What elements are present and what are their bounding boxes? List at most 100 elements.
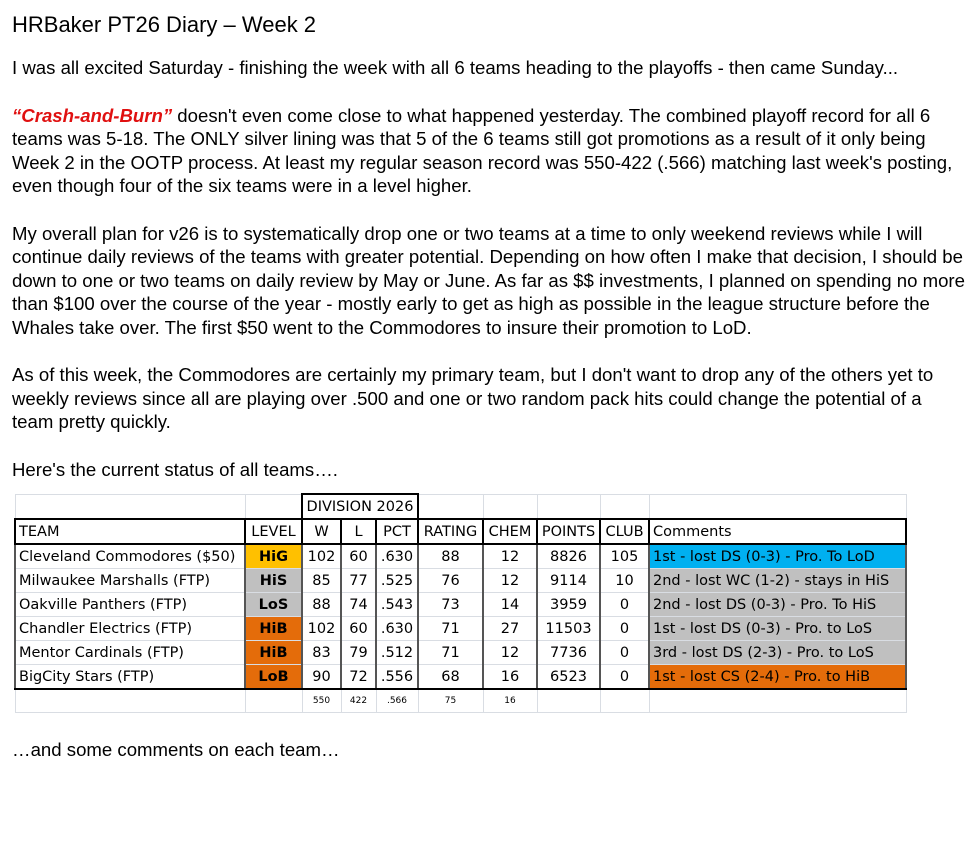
closing-text: …and some comments on each team…	[12, 739, 340, 760]
column-header: CHEM	[482, 518, 538, 545]
table-row: Chandler Electrics (FTP) HiB 102 60.630 71 27…	[14, 616, 907, 641]
paragraph-intro: I was all excited Saturday - finishing t…	[12, 57, 899, 78]
column-header: PCT	[375, 518, 419, 545]
cell-rating: 73	[417, 592, 484, 617]
cell-chem: 14	[482, 592, 538, 617]
total-w: 550	[301, 688, 342, 713]
paragraph-commodores: As of this week, the Commodores are cert…	[12, 364, 934, 432]
cell-l: 60	[340, 543, 377, 569]
paragraph-status-intro: Here's the current status of all teams….	[12, 458, 338, 480]
cell-club: 10	[599, 568, 650, 593]
cell-comment: 2nd - lost DS (0-3) - Pro. To HiS	[648, 592, 907, 617]
cell-team: Mentor Cardinals (FTP)	[14, 640, 246, 665]
cell-chem: 27	[482, 616, 538, 641]
column-header: CLUB	[599, 518, 650, 545]
totals-row: 550 422.566 75 16	[14, 688, 907, 713]
cell-points: 3959	[536, 592, 601, 617]
cell-level: HiS	[244, 568, 303, 593]
cell-team: Chandler Electrics (FTP)	[14, 616, 246, 641]
cell-pct: .630	[375, 543, 419, 569]
cell-team: BigCity Stars (FTP)	[14, 664, 246, 690]
cell-l: 60	[340, 616, 377, 641]
cell-w: 88	[301, 592, 342, 617]
cell-team: Cleveland Commodores ($50)	[14, 543, 246, 569]
column-header: L	[340, 518, 377, 545]
column-header: TEAM	[14, 518, 246, 545]
cell-w: 102	[301, 616, 342, 641]
cell-pct: .512	[375, 640, 419, 665]
cell-chem: 12	[482, 568, 538, 593]
cell-pct: .630	[375, 616, 419, 641]
total-l: 422	[340, 688, 377, 713]
division-header: DIVISION 2026	[301, 493, 419, 520]
cell-level: HiB	[244, 640, 303, 665]
cell-level: LoB	[244, 664, 303, 690]
table-row: Oakville Panthers (FTP) LoS 88 74.543 73 14 39…	[14, 592, 907, 617]
cell-pct: .556	[375, 664, 419, 690]
cell-w: 90	[301, 664, 342, 690]
empty-cell	[599, 688, 650, 713]
cell-pct: .525	[375, 568, 419, 593]
crash-emphasis: “Crash-and-Burn”	[12, 104, 173, 126]
cell-chem: 12	[482, 640, 538, 665]
cell-chem: 16	[482, 664, 538, 690]
cell-l: 77	[340, 568, 377, 593]
table-row: Milwaukee Marshalls (FTP) HiS 85 77.525 76 12…	[14, 568, 907, 593]
cell-l: 74	[340, 592, 377, 617]
cell-points: 9114	[536, 568, 601, 593]
cell-level: LoS	[244, 592, 303, 617]
column-header: Comments	[648, 518, 907, 545]
team-status-table: DIVISION 2026 TEAM LEVEL W L PCT RATING CHEM PO…	[14, 493, 907, 713]
cell-points: 6523	[536, 664, 601, 690]
column-header: LEVEL	[244, 518, 303, 545]
column-header-row: TEAM LEVEL W L PCT RATING CHEM POINTS CLUB Commen…	[14, 518, 907, 545]
cell-points: 7736	[536, 640, 601, 665]
table-row: BigCity Stars (FTP) LoB 90 72.556 68 16 6523 0 1…	[14, 664, 907, 690]
cell-w: 85	[301, 568, 342, 593]
cell-club: 105	[599, 543, 650, 569]
page-title: HRBaker PT26 Diary – Week 2	[12, 12, 317, 37]
cell-club: 0	[599, 640, 650, 665]
cell-rating: 88	[417, 543, 484, 569]
cell-team: Oakville Panthers (FTP)	[14, 592, 246, 617]
column-header: RATING	[417, 518, 484, 545]
column-header: W	[301, 518, 342, 545]
total-rating: 75	[417, 688, 484, 713]
cell-rating: 76	[417, 568, 484, 593]
cell-points: 8826	[536, 543, 601, 569]
cell-l: 72	[340, 664, 377, 690]
cell-level: HiG	[244, 543, 303, 569]
total-pct: .566	[375, 688, 419, 713]
cell-club: 0	[599, 616, 650, 641]
empty-cell	[244, 688, 303, 713]
column-header: POINTS	[536, 518, 601, 545]
cell-comment: 2nd - lost WC (1-2) - stays in HiS	[648, 568, 907, 593]
cell-rating: 71	[417, 616, 484, 641]
cell-club: 0	[599, 664, 650, 690]
paragraph-crash-text: doesn't even come close to what happened…	[12, 104, 953, 197]
table-row: Cleveland Commodores ($50) HiG 102 60.630 88…	[14, 543, 907, 569]
cell-comment: 1st - lost CS (2-4) - Pro. to HiB	[648, 664, 907, 690]
diary-page: HRBaker PT26 Diary – Week 2 I was all ex…	[12, 12, 967, 760]
paragraph-crash: “Crash-and-Burn” doesn't even come close…	[12, 104, 967, 198]
cell-level: HiB	[244, 616, 303, 641]
empty-cell	[536, 688, 601, 713]
cell-club: 0	[599, 592, 650, 617]
empty-cell	[648, 688, 907, 713]
cell-chem: 12	[482, 543, 538, 569]
cell-team: Milwaukee Marshalls (FTP)	[14, 568, 246, 593]
cell-comment: 1st - lost DS (0-3) - Pro. To LoD	[648, 543, 907, 569]
total-chem: 16	[482, 688, 538, 713]
cell-rating: 71	[417, 640, 484, 665]
cell-comment: 3rd - lost DS (2-3) - Pro. to LoS	[648, 640, 907, 665]
empty-cell	[14, 688, 246, 713]
cell-rating: 68	[417, 664, 484, 690]
paragraph-plan: My overall plan for v26 is to systematic…	[12, 222, 965, 338]
cell-w: 102	[301, 543, 342, 569]
cell-w: 83	[301, 640, 342, 665]
cell-l: 79	[340, 640, 377, 665]
cell-comment: 1st - lost DS (0-3) - Pro. to LoS	[648, 616, 907, 641]
cell-pct: .543	[375, 592, 419, 617]
table-row: Mentor Cardinals (FTP) HiB 83 79.512 71 12 773…	[14, 640, 907, 665]
group-header-row: DIVISION 2026	[14, 493, 907, 520]
